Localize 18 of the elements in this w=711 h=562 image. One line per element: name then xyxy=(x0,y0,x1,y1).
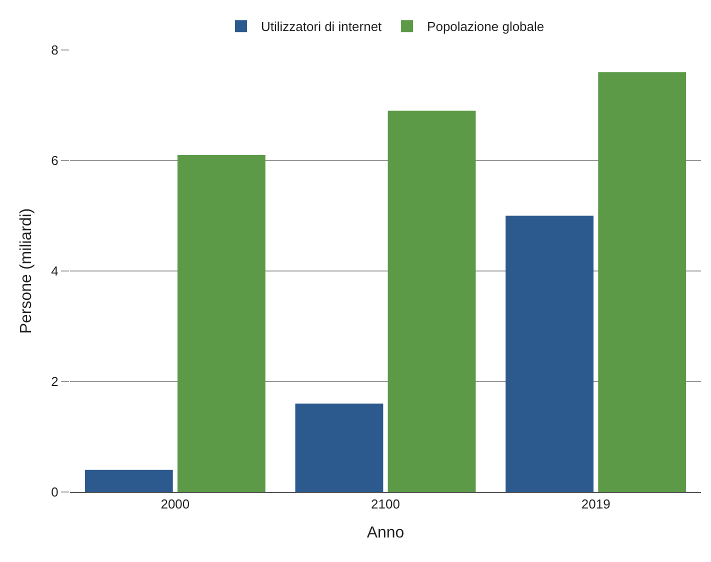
y-tick-label: 2 xyxy=(51,374,58,390)
y-tick-label: 0 xyxy=(51,484,58,500)
bar xyxy=(177,154,266,492)
x-tick-label: 2019 xyxy=(581,496,610,512)
y-tick-label: 4 xyxy=(51,264,58,279)
y-tick-label: 6 xyxy=(51,153,58,168)
x-tick-label: 2100 xyxy=(371,496,400,512)
bar xyxy=(295,404,384,492)
bar xyxy=(506,216,594,492)
x-axis-title: Anno xyxy=(366,524,404,542)
legend-label: Popolazione globale xyxy=(427,19,544,34)
bar xyxy=(84,470,173,492)
bar xyxy=(598,72,686,492)
bar xyxy=(388,110,476,492)
y-tick-label: 8 xyxy=(51,42,58,58)
y-axis-title: Persone (miliardi) xyxy=(18,208,36,334)
legend-label: Utilizzatori di internet xyxy=(261,19,382,34)
x-tick-label: 2000 xyxy=(160,496,190,512)
